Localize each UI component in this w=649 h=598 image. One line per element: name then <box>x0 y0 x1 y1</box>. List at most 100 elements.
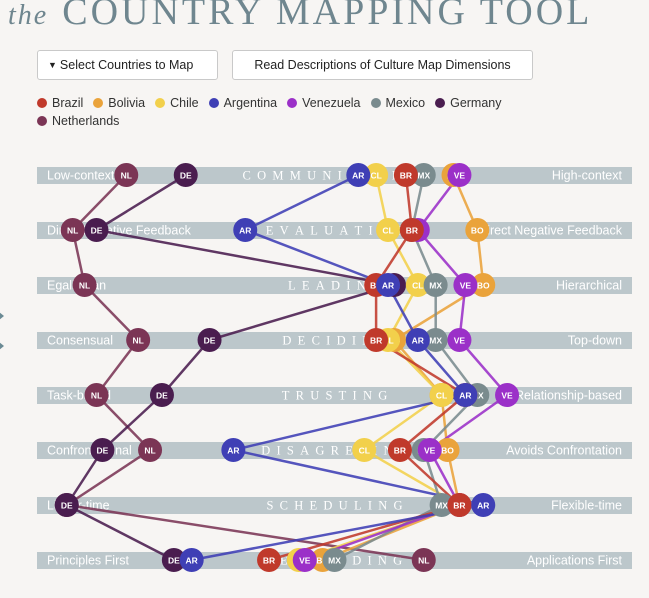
data-point: VE <box>447 163 472 187</box>
legend-dot-icon <box>208 98 219 108</box>
data-point: AR <box>346 163 371 187</box>
legend-item[interactable]: Chile <box>155 96 199 110</box>
data-point-label: MX <box>435 501 448 511</box>
data-point: DE <box>90 438 115 462</box>
dimension-right-label: Hierarchical <box>556 279 622 293</box>
data-point: CL <box>364 163 389 187</box>
data-point: VE <box>292 548 317 572</box>
data-point-label: AR <box>352 171 364 181</box>
legend: Brazil Bolivia Chile Argentina Venezuela Mexi… <box>37 96 597 132</box>
data-point: CL <box>352 438 377 462</box>
data-point-label: NL <box>67 226 78 236</box>
legend-item[interactable]: Bolivia <box>93 96 145 110</box>
data-point-marker <box>423 273 448 297</box>
read-descriptions-button[interactable]: Read Descriptions of Culture Map Dimensi… <box>232 50 533 80</box>
data-point-marker <box>423 328 448 352</box>
data-point-marker <box>376 218 401 242</box>
dimension-right-label: Indirect Negative Feedback <box>470 224 623 238</box>
data-point: NL <box>60 218 85 242</box>
data-point-label: VE <box>501 391 513 401</box>
data-point-label: AR <box>227 446 239 456</box>
data-point: CL <box>429 383 454 407</box>
legend-label: Brazil <box>52 96 84 110</box>
legend-item[interactable]: Brazil <box>37 96 83 110</box>
series-points: NLNLNLNLNLNLNLNLDEDEDEDEDEDEDEDEBOBOBOBO… <box>54 163 520 572</box>
data-point-marker <box>197 328 222 352</box>
data-point-marker <box>60 218 85 242</box>
data-point-label: BR <box>370 336 382 346</box>
legend-item[interactable]: Argentina <box>208 96 278 110</box>
data-point-label: VE <box>299 556 311 566</box>
dimension-left-label: Confrontational <box>47 444 132 458</box>
dimension-right-label: Top-down <box>568 334 622 348</box>
data-point-label: NL <box>79 281 90 291</box>
data-point-label: MX <box>429 281 442 291</box>
select-countries-label: Select Countries to Map <box>59 58 194 72</box>
data-point-marker <box>161 548 186 572</box>
data-point-marker <box>447 493 472 517</box>
data-point-marker <box>435 438 460 462</box>
data-point-label: BO <box>477 281 490 291</box>
chevron-right-icon[interactable] <box>0 308 4 324</box>
legend-item[interactable]: Mexico <box>370 96 426 110</box>
data-point-marker <box>405 328 430 352</box>
data-point-label: DE <box>91 226 103 236</box>
data-point: BO <box>471 273 496 297</box>
data-point: AR <box>221 438 246 462</box>
data-point-marker <box>72 273 97 297</box>
dimension-right-label: Flexible-time <box>551 499 622 513</box>
data-point: DE <box>84 218 109 242</box>
data-point-marker <box>453 383 478 407</box>
data-point: VE <box>495 383 520 407</box>
data-point: BR <box>447 493 472 517</box>
dimension-right-label: High-context <box>552 169 623 183</box>
legend-label: Mexico <box>385 96 426 110</box>
data-point-label: BR <box>453 501 465 511</box>
data-point-label: NL <box>91 391 102 401</box>
legend-label: Bolivia <box>108 96 146 110</box>
data-point-label: AR <box>186 556 198 566</box>
data-point-marker <box>179 548 204 572</box>
data-point-marker <box>411 548 436 572</box>
data-point: MX <box>411 163 436 187</box>
data-point: AR <box>405 328 430 352</box>
data-point: AR <box>471 493 496 517</box>
data-point-label: AR <box>477 501 489 511</box>
select-countries-button[interactable]: ▼ Select Countries to Map <box>37 50 218 80</box>
dimension-left-label: Consensual <box>47 334 113 348</box>
data-point-marker <box>352 438 377 462</box>
legend-label: Venezuela <box>302 96 361 110</box>
data-point-label: DE <box>180 171 192 181</box>
dimension-right-label: Avoids Confrontation <box>506 444 622 458</box>
data-point-label: CL <box>412 281 423 291</box>
data-point-label: VE <box>454 171 466 181</box>
data-point-marker <box>346 163 371 187</box>
data-point-marker <box>84 218 109 242</box>
dimension-bar <box>37 442 632 459</box>
title-main: COUNTRY MAPPING TOOL <box>62 0 593 33</box>
data-point-label: NL <box>144 446 155 456</box>
data-point-label: BR <box>406 226 418 236</box>
legend-label: Germany <box>450 96 502 110</box>
data-point-label: VE <box>454 336 466 346</box>
data-point: NL <box>72 273 97 297</box>
legend-dot-icon <box>370 98 381 108</box>
legend-item[interactable]: Netherlands <box>37 114 119 128</box>
legend-dot-icon <box>93 98 104 108</box>
data-point-marker <box>149 383 174 407</box>
data-point: AR <box>376 273 401 297</box>
legend-label: Argentina <box>223 96 278 110</box>
legend-item[interactable]: Germany <box>435 96 502 110</box>
data-point-label: BR <box>400 171 412 181</box>
legend-dot-icon <box>435 98 446 108</box>
data-point-marker <box>495 383 520 407</box>
data-point-label: DE <box>204 336 216 346</box>
data-point: BO <box>465 218 490 242</box>
chevron-right-icon[interactable] <box>0 338 4 354</box>
page-title: the COUNTRY MAPPING TOOL <box>8 0 592 34</box>
data-point-label: CL <box>382 226 393 236</box>
legend-item[interactable]: Venezuela <box>287 96 361 110</box>
data-point-marker <box>84 383 109 407</box>
data-point-marker <box>90 438 115 462</box>
data-point-label: NL <box>132 336 143 346</box>
